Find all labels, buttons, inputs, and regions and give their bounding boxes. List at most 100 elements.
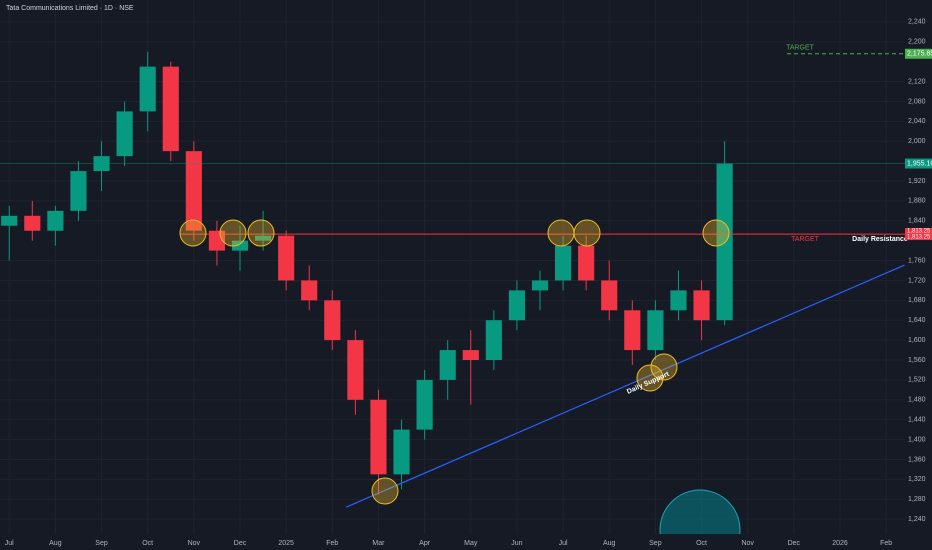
highlight-circle bbox=[636, 364, 664, 392]
candle bbox=[231, 225, 249, 271]
candle bbox=[162, 61, 179, 162]
marks bbox=[0, 51, 905, 508]
candle bbox=[47, 205, 64, 246]
resistance-label: Daily Resistance bbox=[852, 236, 908, 243]
candle bbox=[555, 235, 572, 291]
candle bbox=[139, 51, 156, 132]
y-tick-label: 2,120 bbox=[908, 78, 926, 85]
target-price: 2,175.85 bbox=[907, 51, 932, 58]
candle-body bbox=[716, 163, 733, 321]
price-tag bbox=[905, 228, 932, 241]
grid bbox=[0, 0, 905, 540]
candle-body bbox=[116, 111, 133, 157]
y-tick-label: 1,440 bbox=[908, 417, 926, 424]
y-tick-label: 1,240 bbox=[908, 516, 926, 523]
x-tick-label: Jun bbox=[511, 540, 522, 547]
candle-body bbox=[47, 210, 64, 231]
x-tick-label: Jul bbox=[559, 540, 568, 547]
candle-body bbox=[347, 340, 364, 400]
candle-body bbox=[208, 230, 225, 251]
candle-body bbox=[624, 310, 641, 351]
x-tick-label: Aug bbox=[603, 540, 616, 547]
candle-body bbox=[647, 310, 664, 351]
x-tick-label: Nov bbox=[188, 540, 201, 547]
last-price-label: 1,955.10 bbox=[907, 160, 932, 167]
highlight-circle bbox=[371, 477, 399, 505]
x-tick-label: Sep bbox=[649, 540, 662, 547]
candle-body bbox=[278, 235, 295, 281]
target-text: TARGET bbox=[786, 45, 815, 52]
x-tick-label: Dec bbox=[788, 540, 801, 547]
resistance-target: TARGET bbox=[791, 236, 820, 243]
y-tick-label: 1,520 bbox=[908, 377, 926, 384]
candle bbox=[370, 389, 387, 495]
candle-body bbox=[416, 379, 433, 430]
y-tick-label: 2,200 bbox=[908, 39, 926, 46]
price-tag bbox=[905, 48, 932, 59]
price-tag bbox=[905, 158, 932, 169]
candle bbox=[531, 270, 549, 311]
x-tick-label: Mar bbox=[372, 540, 385, 547]
x-tick-label: Aug bbox=[49, 540, 62, 547]
x-tick-label: Oct bbox=[142, 540, 153, 547]
y-tick-label: 1,720 bbox=[908, 277, 926, 284]
x-tick-label: Jul bbox=[5, 540, 14, 547]
y-tick-label: 1,880 bbox=[908, 198, 926, 205]
candle-body bbox=[555, 245, 572, 281]
candle bbox=[116, 101, 133, 167]
candle bbox=[1, 205, 18, 261]
candle bbox=[278, 230, 295, 291]
highlight-circle bbox=[702, 219, 730, 247]
candle-body bbox=[601, 280, 618, 311]
chart-title: Tata Communications Limited · 1D · NSE bbox=[6, 5, 134, 12]
x-tick-label: Sep bbox=[95, 540, 108, 547]
y-tick-label: 2,000 bbox=[908, 138, 926, 145]
x-tick-label: Nov bbox=[741, 540, 754, 547]
candle bbox=[485, 310, 502, 370]
x-tick-label: 2026 bbox=[832, 540, 848, 547]
candle bbox=[624, 300, 641, 365]
candle bbox=[647, 300, 664, 360]
y-tick-label: 1,920 bbox=[908, 178, 926, 185]
candle-body bbox=[531, 280, 549, 291]
highlight-circle bbox=[547, 219, 575, 247]
candle bbox=[301, 265, 318, 311]
candle bbox=[439, 340, 456, 400]
candle-body bbox=[162, 66, 179, 152]
candle-body bbox=[370, 399, 387, 475]
candle-body bbox=[393, 429, 410, 475]
candle-body bbox=[70, 171, 87, 211]
x-tick-label: May bbox=[464, 540, 478, 547]
x-tick-label: Oct bbox=[696, 540, 707, 547]
candle-body bbox=[578, 245, 595, 281]
candle bbox=[185, 141, 202, 241]
candle-body bbox=[508, 290, 525, 321]
x-tick-label: 2025 bbox=[278, 540, 294, 547]
candle bbox=[416, 369, 433, 440]
time-axis-bg bbox=[0, 534, 905, 550]
candle-body bbox=[301, 280, 318, 301]
y-tick-label: 1,840 bbox=[908, 218, 926, 225]
x-tick-label: Feb bbox=[880, 540, 892, 547]
candle-body bbox=[24, 215, 41, 231]
y-tick-label: 1,480 bbox=[908, 397, 926, 404]
candle bbox=[462, 330, 479, 405]
y-tick-label: 1,280 bbox=[908, 496, 926, 503]
candle-body bbox=[693, 290, 710, 321]
y-tick-label: 1,600 bbox=[908, 337, 926, 344]
candle bbox=[24, 200, 41, 241]
candle bbox=[693, 280, 710, 341]
resistance-price: 1,813.25 bbox=[907, 235, 931, 241]
candle-body bbox=[255, 235, 272, 241]
candle bbox=[508, 280, 525, 331]
candle-body bbox=[324, 300, 341, 341]
candle bbox=[601, 260, 618, 321]
highlight-circle bbox=[247, 219, 275, 247]
highlight-circle bbox=[219, 219, 247, 247]
resistance-price: 1,813.25 bbox=[907, 229, 931, 235]
candle-body bbox=[185, 151, 202, 231]
x-tick-label: Feb bbox=[326, 540, 338, 547]
x-tick-label: Apr bbox=[419, 540, 431, 547]
candle bbox=[716, 141, 733, 326]
